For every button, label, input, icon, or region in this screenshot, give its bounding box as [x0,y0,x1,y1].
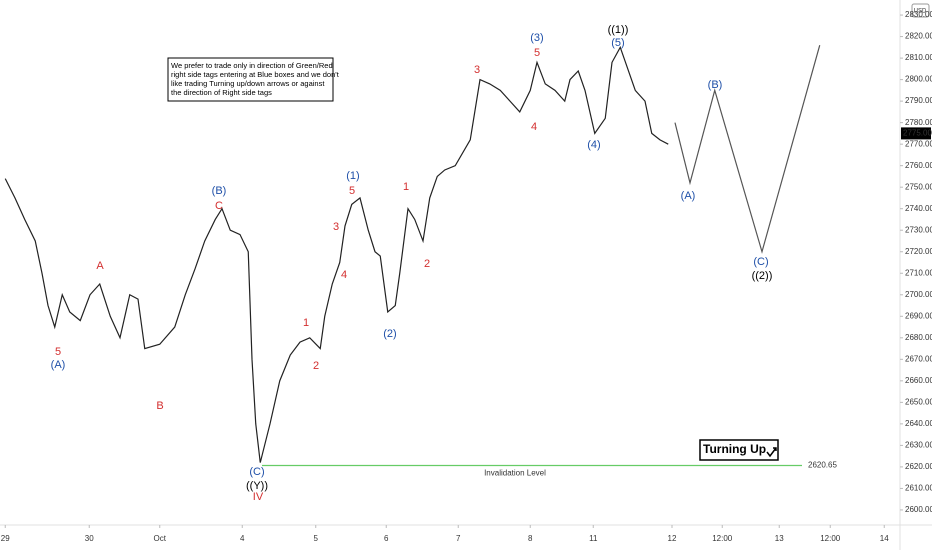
x-tick-label: 29 [1,534,10,543]
price-line [4,45,669,463]
invalidation-text: Invalidation Level [484,469,546,478]
x-tick-label: 12:00 [712,534,733,543]
wave-label: 2 [313,360,319,372]
x-tick-label: 30 [85,534,94,543]
wave-label: IV [253,491,264,503]
wave-label: 3 [474,64,480,76]
x-tick-label: Oct [154,534,167,543]
wave-label: (A) [51,359,66,371]
wave-label: 4 [341,269,347,281]
x-tick-label: 12:00 [820,534,841,543]
x-tick-label: 13 [775,534,784,543]
wave-label: (5) [611,37,624,49]
x-tick-label: 6 [384,534,389,543]
wave-label: (C) [753,256,768,268]
wave-label: C [215,200,223,212]
note-line: We prefer to trade only in direction of … [171,61,333,70]
y-tick-label: 2790.00 [905,96,932,105]
wave-label: (4) [587,139,600,151]
note-line: like trading Turning up/down arrows or a… [171,79,325,88]
wave-labels: 5 (A) A B (B) C (C) ((Y)) IV 1 2 3 4 (1)… [51,24,773,503]
y-tick-label: 2760.00 [905,161,932,170]
note-line: right side tags entering at Blue boxes a… [171,70,340,79]
wave-label: 5 [534,47,540,59]
y-tick-label: 2750.00 [905,182,932,191]
wave-label: A [96,260,104,272]
y-tick-label: 2690.00 [905,311,932,320]
projection-line [674,45,821,254]
wave-label: 3 [333,221,339,233]
y-tick-label: 2660.00 [905,376,932,385]
y-tick-label: 2640.00 [905,419,932,428]
note-box [167,57,334,102]
wave-label: ((2)) [752,270,773,282]
y-tick-label: 2770.00 [905,139,932,148]
x-tick-label: 12 [668,534,677,543]
y-tick-label: 2650.00 [905,397,932,406]
invalidation-value: 2620.65 [808,461,837,470]
x-tick-label: 7 [456,534,461,543]
x-tick-label: 8 [528,534,533,543]
x-tick-label: 4 [240,534,245,543]
wave-label: (B) [212,185,227,197]
x-tick-label: 14 [880,534,889,543]
wave-label: (C) [249,466,264,478]
y-tick-label: 2700.00 [905,290,932,299]
y-tick-label: 2710.00 [905,268,932,277]
wave-label: B [156,400,163,412]
y-tick-label: 2780.00 [905,118,932,127]
y-tick-label: 2720.00 [905,247,932,256]
x-tick-label: 11 [589,534,598,543]
wave-label: (1) [346,170,359,182]
wave-label: 5 [55,346,61,358]
signal-arrow [766,447,777,458]
wave-label: (2) [383,328,396,340]
plot [4,45,821,467]
note-line: the direction of Right side tags [171,88,272,97]
wave-label: 5 [349,185,355,197]
y-tick-label: 2620.00 [905,462,932,471]
price-tag-label: 2775.00 [903,129,932,138]
y-tick-label: 2800.00 [905,75,932,84]
wave-label: 2 [424,258,430,270]
y-tick-label: 2740.00 [905,204,932,213]
y-tick-label: 2670.00 [905,354,932,363]
wave-label: 1 [403,181,409,193]
y-tick-label: 2600.00 [905,505,932,514]
wave-label: (3) [530,32,543,44]
y-tick-label: 2680.00 [905,333,932,342]
wave-label: ((Y)) [246,480,268,492]
y-tick-label: 2820.00 [905,32,932,41]
wave-label: 4 [531,121,537,133]
signal-text: Turning Up [703,442,766,456]
price-tag [901,127,931,140]
y-tick-label: 2810.00 [905,53,932,62]
signal-box [699,439,779,461]
currency-box [911,3,930,18]
y-tick-label: 2630.00 [905,440,932,449]
wave-label: 1 [303,317,309,329]
currency: USD [914,9,927,15]
wave-label: (A) [681,190,696,202]
x-tick-label: 5 [314,534,319,543]
y-tick-label: 2830.00 [905,10,932,19]
y-tick-label: 2610.00 [905,484,932,493]
wave-label: ((1)) [608,24,629,36]
wave-label: (B) [708,79,723,91]
y-tick-label: 2730.00 [905,225,932,234]
